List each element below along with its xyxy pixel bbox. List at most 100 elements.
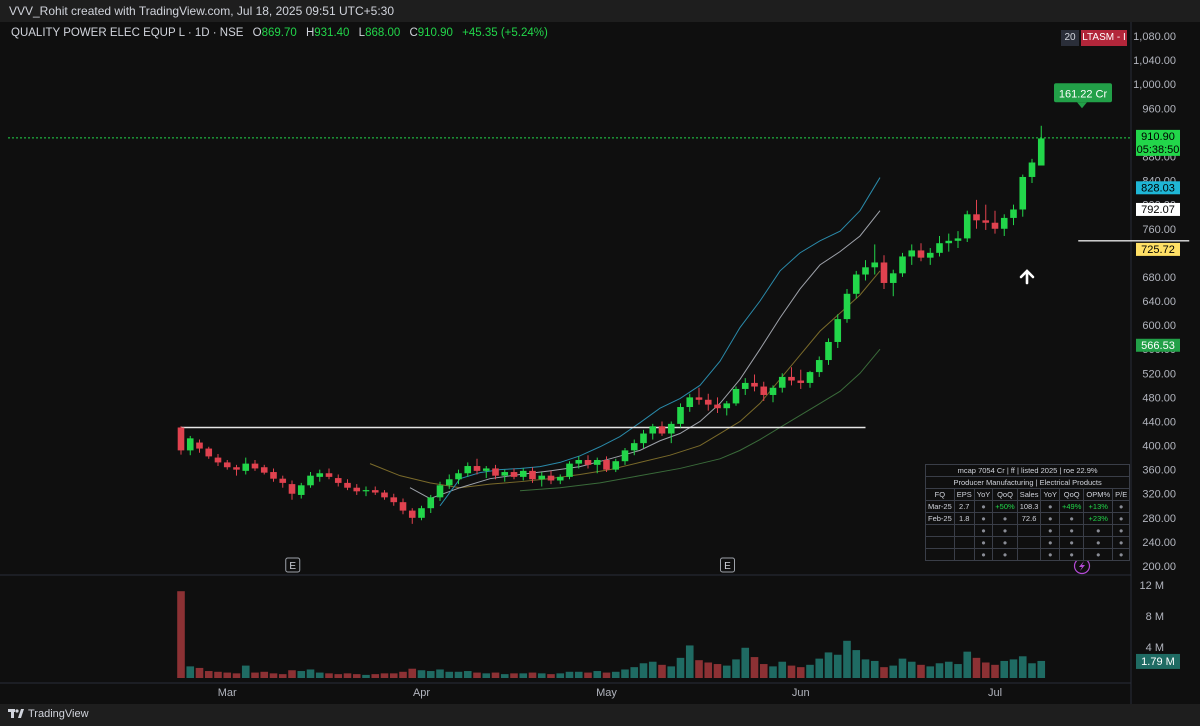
candle	[797, 369, 805, 389]
candle-body	[806, 372, 814, 383]
candle-body	[270, 472, 277, 479]
candle	[427, 494, 435, 514]
fund-cell: ●	[992, 524, 1018, 537]
volume-bar	[1009, 659, 1018, 678]
candle-body	[334, 478, 342, 483]
candle	[556, 474, 564, 485]
price-label-badge	[1136, 242, 1180, 256]
candle	[177, 426, 185, 455]
fund-cell: ●	[992, 536, 1018, 549]
earnings-marker-box	[285, 557, 301, 573]
fund-cell	[925, 536, 955, 549]
ma-long-line	[519, 348, 881, 492]
candle	[982, 204, 990, 230]
price-tick-label: 1,040.00	[1133, 55, 1176, 67]
volume-bar	[315, 672, 324, 678]
fund-cell: ●	[1040, 524, 1060, 537]
symbol-name[interactable]: QUALITY POWER ELEC EQUP L · 1D · NSE	[11, 27, 244, 39]
candle-body	[760, 386, 768, 395]
candle-body	[732, 388, 740, 404]
earnings-marker: E	[285, 557, 301, 573]
candle-body	[307, 475, 314, 486]
volume-tick-label: 12 M	[1140, 580, 1164, 592]
volume-bar	[593, 671, 602, 678]
price-tick-label: 1,080.00	[1133, 31, 1176, 43]
price-tick-label: 320.00	[1142, 489, 1176, 501]
candle-body	[473, 466, 481, 471]
volume-bar	[223, 672, 232, 678]
volume-bar	[399, 671, 407, 678]
candle	[760, 381, 768, 401]
earnings-marker-label: E	[289, 561, 296, 572]
price-label: 792.07	[1136, 202, 1180, 216]
volume-bar	[843, 640, 851, 678]
price-axis[interactable]: 1,080.001,040.001,000.00960.00880.00840.…	[1133, 31, 1176, 573]
volume-bar	[362, 674, 370, 678]
volume-bar	[704, 662, 713, 678]
price-tick-label: 960.00	[1142, 103, 1176, 115]
close-value: 910.90	[417, 27, 453, 39]
volume-bar	[584, 672, 592, 678]
price-chart[interactable]: 1,080.001,040.001,000.00960.00880.00840.…	[0, 0, 1200, 704]
volume-bar	[621, 669, 629, 678]
candle	[677, 403, 684, 428]
volume-bar	[454, 671, 463, 678]
tradingview-brand[interactable]: TradingView	[8, 707, 89, 720]
candle-body	[464, 466, 472, 474]
volume-bar	[380, 673, 389, 678]
candle	[584, 455, 592, 469]
volume-bar	[648, 661, 657, 678]
candle-body	[649, 426, 657, 434]
ma-mid-line	[409, 210, 881, 500]
candle-body	[260, 467, 268, 473]
candle-body	[362, 490, 370, 492]
candle	[973, 199, 980, 229]
candle	[852, 270, 860, 299]
volume-bar	[1028, 663, 1036, 678]
fund-cell: ●	[973, 548, 994, 561]
candle	[445, 474, 453, 489]
candle-body	[427, 497, 435, 509]
candle	[353, 484, 361, 495]
fund-cell: +49%	[1058, 500, 1085, 513]
high-value: 931.40	[314, 27, 350, 39]
candle-body	[889, 273, 897, 283]
candle	[963, 210, 971, 243]
candle-body	[936, 243, 943, 253]
footer-bar	[0, 704, 1200, 726]
fund-cell: ●	[1058, 524, 1085, 537]
fund-cell: ●	[1040, 512, 1060, 525]
volume-bar	[602, 672, 611, 678]
fund-columns-row: FQ EPS YoY QoQ Sales YoY QoQ OPM% P/E	[925, 488, 1131, 501]
candle-body	[1019, 176, 1027, 210]
volume-bar	[334, 674, 343, 678]
volume-bar	[537, 673, 546, 678]
candle-body	[667, 423, 675, 434]
price-tick-label: 360.00	[1142, 465, 1176, 477]
candle	[547, 470, 555, 485]
candle-body	[196, 442, 203, 449]
candle	[1028, 158, 1036, 183]
fund-header-row: mcap 7054 Cr | ff | listed 2025 | roe 22…	[924, 464, 1131, 477]
candle-body	[723, 403, 731, 409]
price-label-text: 792.07	[1141, 204, 1175, 216]
volume-bar	[204, 671, 213, 678]
candle	[1019, 174, 1027, 217]
candle-body	[316, 473, 324, 477]
brand-name: TradingView	[28, 708, 89, 720]
indicator-name-badge[interactable]: LTASM - I	[1081, 30, 1127, 46]
volume-bar	[935, 663, 944, 678]
fund-data-row: ● ● ● ● ● ●	[925, 548, 1131, 561]
price-label-badge	[1136, 181, 1180, 195]
volume-bar	[759, 664, 768, 678]
candle	[862, 260, 869, 281]
candle-body	[279, 478, 287, 483]
arrow-shape	[1019, 269, 1035, 285]
moving-averages	[369, 177, 881, 507]
candle-body	[741, 382, 749, 389]
candle	[788, 367, 795, 386]
candle	[251, 460, 259, 471]
indicator-length-badge[interactable]: 20	[1061, 30, 1079, 46]
time-axis[interactable]: Mar Apr May Jun Jul	[218, 687, 1002, 699]
